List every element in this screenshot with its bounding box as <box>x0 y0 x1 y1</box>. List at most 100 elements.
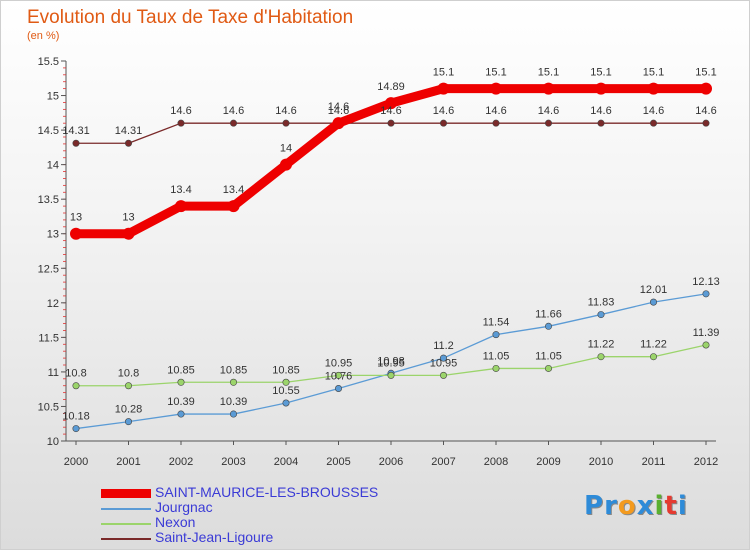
data-label: 11.05 <box>535 350 562 362</box>
y-tick-label: 12.5 <box>38 263 59 275</box>
data-label: 15.1 <box>433 67 454 79</box>
data-point <box>439 371 447 379</box>
data-point <box>72 425 80 433</box>
legend: SAINT-MAURICE-LES-BROUSSES Jourgnac Nexon S… <box>101 485 421 545</box>
data-point <box>544 364 552 372</box>
x-tick-label: 2012 <box>694 456 718 468</box>
logo-letter: i <box>677 491 688 521</box>
data-label: 10.98 <box>377 355 405 367</box>
data-point <box>544 322 552 330</box>
data-point <box>702 290 710 298</box>
data-point <box>700 82 712 95</box>
data-label: 14.6 <box>695 105 716 117</box>
data-label: 15.1 <box>538 67 559 79</box>
legend-label: Jourgnac <box>155 499 213 515</box>
data-label: 14.6 <box>485 105 506 117</box>
data-point <box>439 354 447 362</box>
data-label: 15.1 <box>485 67 506 79</box>
data-label: 10.39 <box>220 396 248 408</box>
data-point <box>544 119 552 127</box>
logo-letter: x <box>636 491 655 521</box>
line-chart: 10 10.5 11 11.5 12 12.5 13 13.5 14 14.5 15 15.5 2000… <box>38 56 720 468</box>
data-label: 14.6 <box>223 105 244 117</box>
data-label: 11.83 <box>588 297 615 309</box>
logo-letter: r <box>604 491 618 521</box>
proxiti-logo: Proxiti <box>584 491 688 521</box>
data-point <box>385 97 397 110</box>
data-label: 12.13 <box>692 276 720 288</box>
data-point <box>282 119 290 127</box>
data-label: 14.6 <box>170 105 191 117</box>
data-label: 10.85 <box>272 364 300 376</box>
data-point <box>597 311 605 319</box>
data-label: 10.55 <box>272 385 300 397</box>
data-label: 13 <box>122 212 134 224</box>
data-label: 14.6 <box>643 105 664 117</box>
data-point <box>649 298 657 306</box>
x-tick-label: 2002 <box>169 456 193 468</box>
x-tick-label: 2010 <box>589 456 613 468</box>
y-tick-label: 11.5 <box>38 332 59 344</box>
data-point <box>387 119 395 127</box>
data-label: 11.05 <box>483 350 510 362</box>
data-label: 14.6 <box>328 105 349 117</box>
data-point <box>70 227 82 240</box>
data-label: 10.76 <box>325 370 353 382</box>
legend-label: Nexon <box>155 514 196 530</box>
data-label: 14.6 <box>538 105 559 117</box>
legend-item: Jourgnac <box>101 500 421 515</box>
data-point <box>227 200 240 213</box>
data-point <box>72 139 80 147</box>
data-label: 10.85 <box>220 364 248 376</box>
data-point <box>177 410 185 418</box>
data-point <box>125 382 133 390</box>
y-tick-label: 11 <box>48 367 59 379</box>
data-label: 12.01 <box>640 284 668 296</box>
x-tick-label: 2007 <box>431 456 455 468</box>
data-label: 14 <box>280 143 292 155</box>
data-label: 10.8 <box>118 368 139 380</box>
data-point <box>230 378 238 386</box>
data-point <box>282 378 290 386</box>
x-tick-label: 2005 <box>326 456 350 468</box>
data-label: 11.2 <box>433 340 454 352</box>
data-point <box>542 82 555 95</box>
data-point <box>492 364 500 372</box>
data-point <box>332 117 345 130</box>
y-tick-label: 12 <box>47 298 59 310</box>
x-tick-label: 2006 <box>379 456 403 468</box>
data-label: 10.39 <box>167 396 195 408</box>
data-label: 10.28 <box>115 404 143 416</box>
data-point <box>177 378 185 386</box>
legend-swatch <box>101 537 151 540</box>
data-point <box>125 418 133 426</box>
data-label: 11.39 <box>693 327 720 339</box>
legend-swatch <box>101 489 151 498</box>
data-label: 13 <box>70 212 82 224</box>
x-tick-label: 2009 <box>536 456 560 468</box>
data-point <box>334 371 342 379</box>
data-point <box>702 341 710 349</box>
data-point <box>230 410 238 418</box>
data-point <box>439 119 447 127</box>
data-point <box>492 331 500 339</box>
data-point <box>702 119 710 127</box>
y-tick-label: 15 <box>47 91 59 103</box>
legend-swatch <box>101 507 151 510</box>
x-tick-label: 2001 <box>116 456 140 468</box>
data-point <box>230 119 238 127</box>
data-point <box>122 227 135 240</box>
logo-letter: i <box>654 491 665 521</box>
x-tick-label: 2008 <box>484 456 508 468</box>
data-point <box>72 382 80 390</box>
data-point <box>125 139 133 147</box>
data-label: 11.54 <box>483 317 510 329</box>
y-tick-label: 13.5 <box>38 194 59 206</box>
data-point <box>649 353 657 361</box>
legend-label: Saint-Jean-Ligoure <box>155 529 274 545</box>
data-label: 14.6 <box>380 105 401 117</box>
y-tick-label: 14 <box>47 160 59 172</box>
data-point <box>490 82 502 95</box>
chart-subtitle: (en %) <box>27 30 60 42</box>
y-tick-label: 10 <box>47 436 59 448</box>
